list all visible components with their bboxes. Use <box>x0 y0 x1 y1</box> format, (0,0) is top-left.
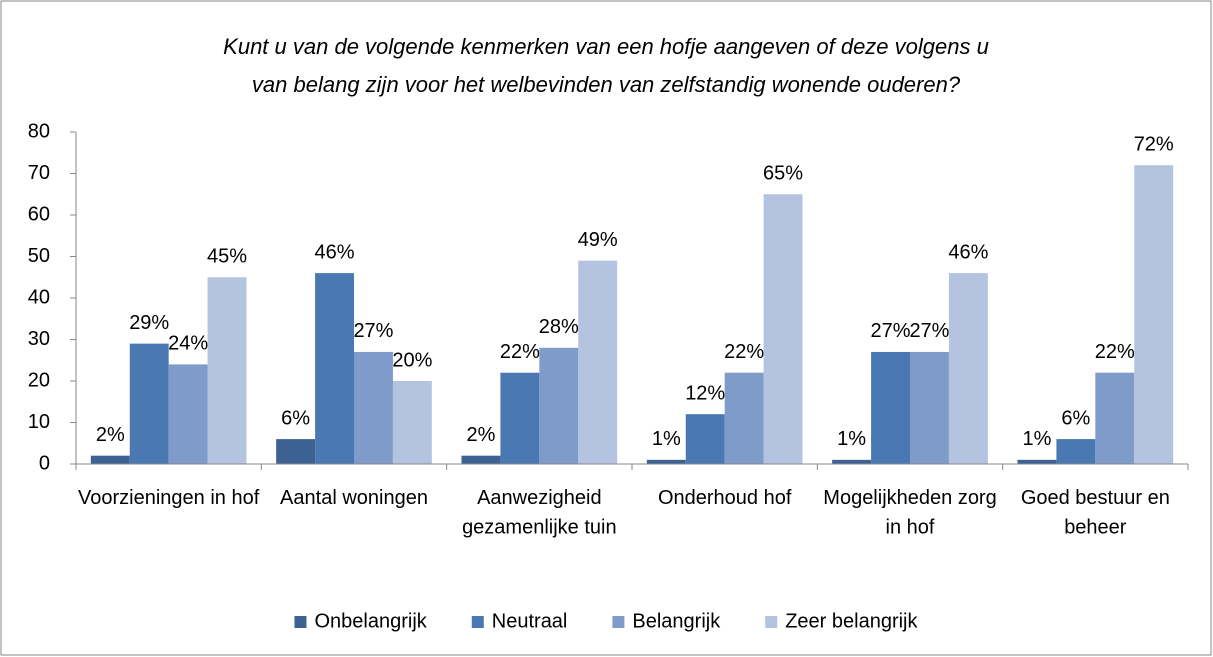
data-label: 29% <box>129 312 169 334</box>
data-label: 22% <box>1095 341 1135 363</box>
data-label: 6% <box>1061 407 1090 429</box>
legend-label: Belangrijk <box>632 610 721 632</box>
y-tick-label: 80 <box>28 120 50 142</box>
legend-label: Zeer belangrijk <box>785 610 918 632</box>
bar <box>1056 439 1096 464</box>
bar <box>1134 165 1174 464</box>
y-tick-label: 60 <box>28 203 50 225</box>
y-tick-label: 0 <box>39 452 50 474</box>
bar <box>1095 372 1135 464</box>
bar <box>207 277 247 464</box>
x-tick-label: Aanwezigheid gezamenlijke tuin <box>462 487 617 539</box>
chart-title: van belang zijn voor het welbevinden van… <box>252 72 961 97</box>
data-label: 22% <box>500 341 540 363</box>
legend-swatch <box>471 616 484 628</box>
bar <box>832 459 872 464</box>
bar <box>539 347 579 464</box>
x-tick-label: Aantal woningen <box>280 487 428 509</box>
data-label: 27% <box>909 320 949 342</box>
data-label: 2% <box>96 424 125 446</box>
data-label: 20% <box>392 349 432 371</box>
data-label: 45% <box>207 246 247 268</box>
legend-swatch <box>612 616 625 628</box>
data-label: 65% <box>763 163 803 185</box>
bar <box>315 273 354 464</box>
y-tick-label: 70 <box>28 162 50 184</box>
data-label: 27% <box>353 320 393 342</box>
bar <box>685 414 725 464</box>
y-tick-label: 50 <box>28 245 50 267</box>
data-label: 49% <box>578 229 618 251</box>
bar <box>90 455 130 464</box>
y-tick-label: 10 <box>28 411 50 433</box>
x-tick-label: Voorzieningen in hof <box>78 487 260 509</box>
data-label: 24% <box>168 333 208 355</box>
bar <box>646 459 686 464</box>
bar <box>724 372 764 464</box>
y-tick-label: 40 <box>28 286 50 308</box>
bar <box>578 260 618 464</box>
bar <box>392 381 432 464</box>
data-label: 28% <box>539 316 579 338</box>
x-tick-label: Onderhoud hof <box>658 487 792 509</box>
bar <box>461 455 501 464</box>
data-label: 22% <box>724 341 764 363</box>
x-tick-label: Goed bestuur en beheer <box>1021 487 1170 539</box>
data-label: 12% <box>685 382 725 404</box>
bar <box>168 364 208 464</box>
bar <box>763 194 803 464</box>
legend-label: Neutraal <box>492 610 568 632</box>
data-label: 72% <box>1134 133 1174 155</box>
data-label: 1% <box>1023 428 1052 450</box>
legend-swatch <box>294 616 307 628</box>
data-label: 1% <box>837 428 866 450</box>
data-label: 1% <box>652 428 681 450</box>
bar <box>1017 459 1057 464</box>
data-label: 2% <box>467 424 496 446</box>
data-label: 6% <box>281 407 310 429</box>
bar <box>354 351 393 464</box>
data-label: 46% <box>315 241 355 263</box>
bar <box>948 273 988 464</box>
bar <box>276 439 316 464</box>
bar <box>910 351 949 464</box>
legend-swatch <box>765 616 778 628</box>
chart-title: Kunt u van de volgende kenmerken van een… <box>223 34 989 59</box>
bar <box>500 372 540 464</box>
legend-label: Onbelangrijk <box>314 610 427 632</box>
y-tick-label: 30 <box>28 328 50 350</box>
data-label: 46% <box>948 241 988 263</box>
x-tick-label: Mogelijkheden zorg in hof <box>823 487 996 539</box>
bar <box>129 343 169 464</box>
y-tick-label: 20 <box>28 369 50 391</box>
data-label: 27% <box>871 320 911 342</box>
bar <box>871 351 910 464</box>
